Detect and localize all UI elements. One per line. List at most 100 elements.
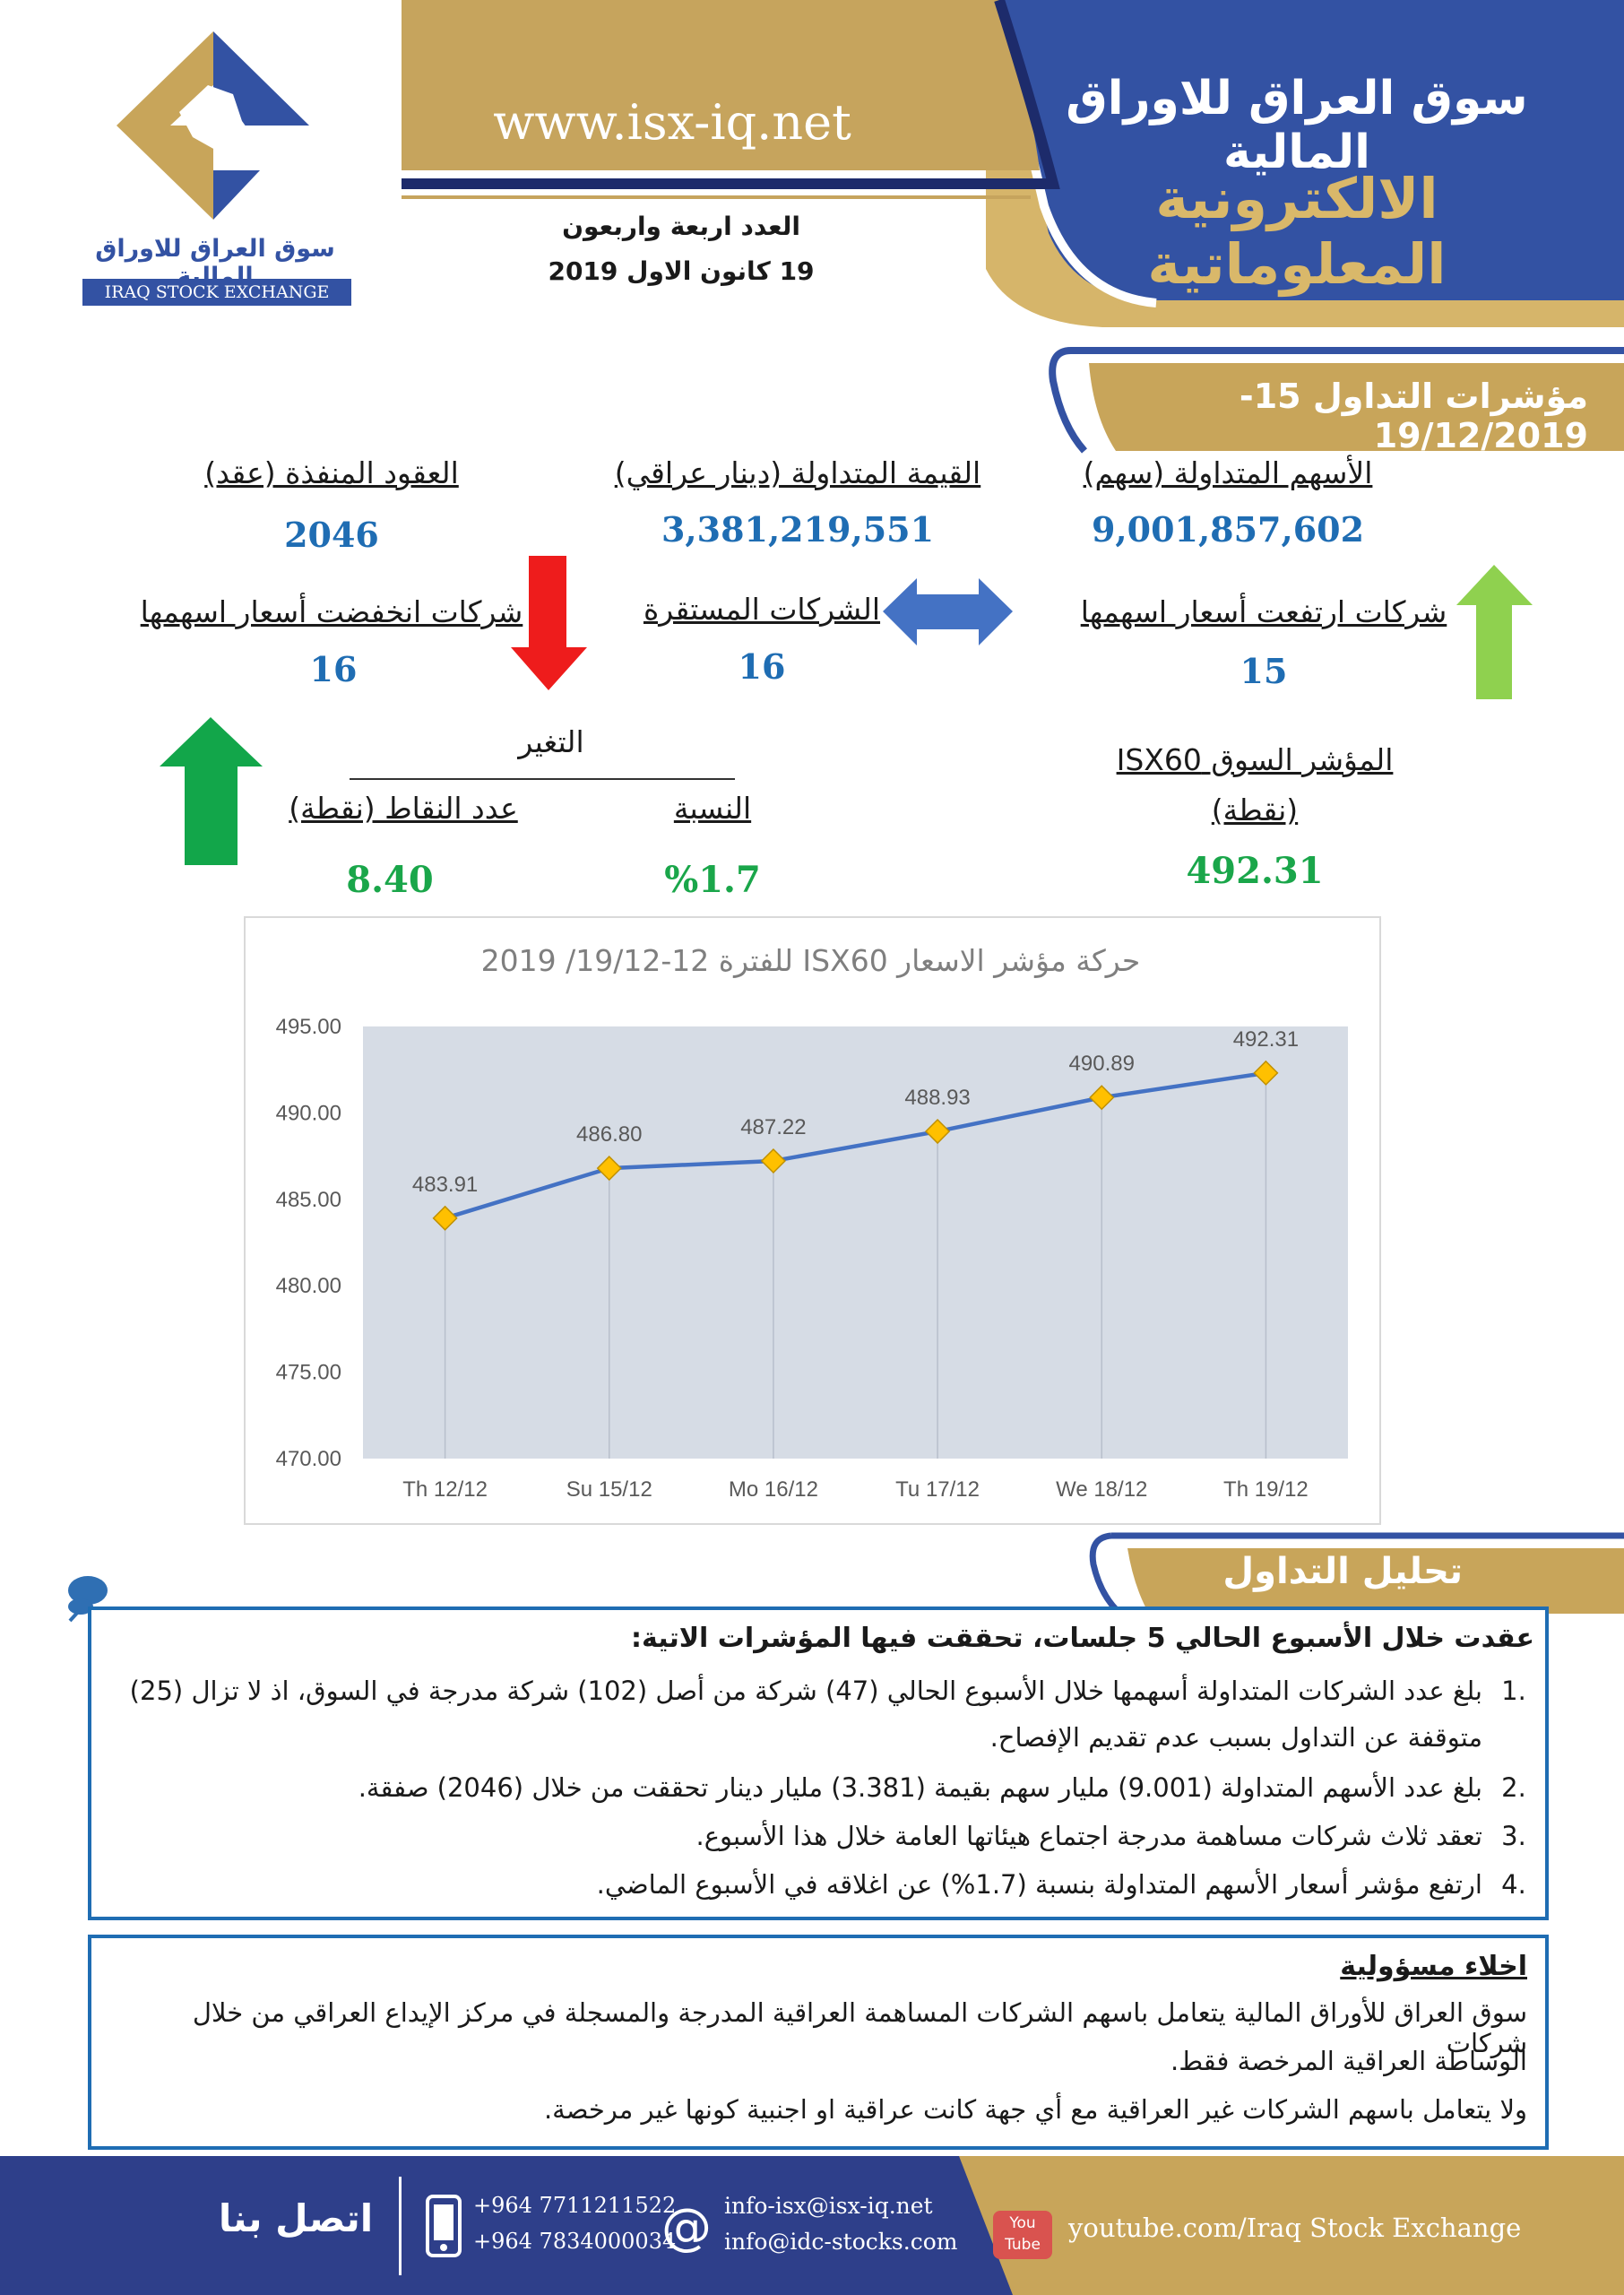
website-text[interactable]: www.isx-iq.net xyxy=(493,94,851,151)
y-tick-label: 480.00 xyxy=(276,1274,341,1298)
points-label: عدد النقاط (نقطة) xyxy=(289,791,518,826)
data-point-marker xyxy=(1253,1060,1279,1086)
up-arrow-dark-icon xyxy=(160,717,263,865)
chart-title: حركة مؤشر الاسعار ISX60 للفترة 12-19/12/… xyxy=(480,943,1141,978)
footer-band xyxy=(0,2156,1624,2295)
index-label: المؤشر السوق ISX60 xyxy=(1116,742,1394,777)
disclaimer-line2: الوساطة العراقية المرخصة فقط. xyxy=(1170,2046,1527,2076)
data-point-marker xyxy=(925,1118,951,1145)
points-value: 8.40 xyxy=(346,859,434,901)
list-text: تعقد ثلاث شركات مساهمة مدرجة اجتماع هيئا… xyxy=(695,1821,1482,1851)
data-point-marker xyxy=(1089,1085,1115,1111)
up-arrow-icon xyxy=(1456,565,1533,699)
analysis-box: عقدت خلال الأسبوع الحالي 5 جلسات، تحققت … xyxy=(88,1606,1549,1920)
analysis-item-4: .4 ارتفع مؤشر أسعار الأسهم المتداولة بنسب… xyxy=(100,1861,1545,1908)
x-tick-label: We 18/12 xyxy=(1056,1477,1147,1502)
phone-1[interactable]: +964 7711211522 xyxy=(473,2193,677,2218)
shares-value: 9,001,857,602 xyxy=(1091,509,1365,550)
x-tick-label: Th 12/12 xyxy=(402,1477,488,1502)
y-tick-label: 495.00 xyxy=(276,1015,341,1039)
contact-label: اتصل بنا xyxy=(218,2196,374,2240)
list-number: .1 xyxy=(1501,1676,1526,1706)
value-label: القيمة المتداولة (دينار عراقي) xyxy=(614,455,981,490)
analysis-item-1-cont: متوقفة عن التداول بسبب عدم تقديم الإفصاح… xyxy=(100,1714,1545,1761)
contracts-value: 2046 xyxy=(284,515,379,555)
data-label: 483.91 xyxy=(412,1173,478,1197)
isx-logo xyxy=(117,31,309,220)
data-label: 486.80 xyxy=(576,1122,642,1147)
percent-label: النسبة xyxy=(673,791,752,826)
isx60-line-chart: Th 12/12 Su 15/12 Mo 16/12 Tu 17/12 We 18/12… xyxy=(276,1015,1348,1502)
indicators-title-bar xyxy=(1049,347,1624,454)
header-title-line1: سوق العراق للاوراق المالية xyxy=(1066,72,1528,179)
y-tick-label: 490.00 xyxy=(276,1101,341,1125)
list-text: بلغ عدد الشركات المتداولة أسهمها خلال ال… xyxy=(129,1676,1482,1706)
change-label: التغير xyxy=(518,724,584,759)
data-point-marker xyxy=(596,1156,622,1182)
analysis-item-1: .1 بلغ عدد الشركات المتداولة أسهمها خلال … xyxy=(100,1667,1545,1714)
data-label: 490.89 xyxy=(1069,1052,1135,1076)
change-divider xyxy=(350,778,735,780)
disclaimer-line3: ولا يتعامل باسهم الشركات غير العراقية مع… xyxy=(543,2094,1527,2125)
issue-date: 19 كانون الاول 2019 xyxy=(548,256,815,286)
issue-number: العدد اربعة واربعون xyxy=(562,212,800,241)
rising-label: شركات ارتفعت أسعار اسهمها xyxy=(1080,594,1447,629)
pushpin-icon xyxy=(68,1576,108,1623)
data-point-marker xyxy=(760,1148,786,1174)
falling-label: شركات انخفضت أسعار اسهمها xyxy=(140,594,523,629)
logo-text-ar: سوق العراق للاوراق المالية xyxy=(95,235,335,290)
youtube-icon[interactable]: You Tube xyxy=(993,2211,1052,2259)
y-tick-label: 475.00 xyxy=(276,1361,341,1385)
disclaimer-box: اخلاء مسؤولية سوق العراق للأوراق المالية… xyxy=(88,1935,1549,2150)
list-number: .2 xyxy=(1501,1772,1526,1803)
stable-label: الشركات المستقرة xyxy=(643,592,881,627)
list-number: .4 xyxy=(1501,1869,1526,1900)
indicators-title: مؤشرات التداول 15-19/12/2019 xyxy=(1239,377,1588,455)
header-banner xyxy=(402,0,1624,327)
down-arrow-icon xyxy=(511,556,587,690)
analysis-intro: عقدت خلال الأسبوع الحالي 5 جلسات، تحققت … xyxy=(631,1623,1534,1654)
data-label: 492.31 xyxy=(1233,1027,1299,1052)
youtube-link[interactable]: youtube.com/Iraq Stock Exchange xyxy=(1068,2213,1522,2243)
disclaimer-title: اخلاء مسؤولية xyxy=(1340,1951,1527,1982)
logo-text-en: IRAQ STOCK EXCHANGE xyxy=(82,279,351,306)
stable-value: 16 xyxy=(738,646,786,687)
x-tick-label: Su 15/12 xyxy=(566,1477,652,1502)
x-tick-label: Mo 16/12 xyxy=(729,1477,818,1502)
falling-value: 16 xyxy=(309,649,358,689)
analysis-item-2: .2 بلغ عدد الأسهم المتداولة (9.001) مليار… xyxy=(100,1764,1545,1811)
left-right-arrow-icon xyxy=(883,578,1013,645)
phone-icon[interactable] xyxy=(426,2195,462,2257)
analysis-item-3: .3 تعقد ثلاث شركات مساهمة مدرجة اجتماع هي… xyxy=(100,1813,1545,1859)
disclaimer-line1: سوق العراق للأوراق المالية يتعامل باسهم … xyxy=(192,1997,1527,2058)
email-1[interactable]: info-isx@isx-iq.net xyxy=(724,2193,933,2219)
data-label: 488.93 xyxy=(904,1086,970,1110)
index-value: 492.31 xyxy=(1186,850,1324,892)
list-text: بلغ عدد الأسهم المتداولة (9.001) مليار س… xyxy=(358,1772,1482,1803)
series-line xyxy=(444,1070,1266,1220)
y-tick-label: 485.00 xyxy=(276,1188,341,1212)
plot-area xyxy=(363,1026,1348,1459)
contracts-label: العقود المنفذة (عقد) xyxy=(204,455,459,490)
footer-divider xyxy=(399,2177,402,2275)
analysis-title: تحليل التداول xyxy=(1222,1551,1463,1592)
email-2[interactable]: info@idc-stocks.com xyxy=(724,2229,958,2255)
index-unit-label: (نقطة) xyxy=(1211,792,1299,827)
analysis-title-bar xyxy=(1089,1532,1624,1616)
value-value: 3,381,219,551 xyxy=(661,509,935,550)
x-tick-label: Th 19/12 xyxy=(1223,1477,1309,1502)
data-point-marker xyxy=(432,1205,458,1231)
x-tick-label: Tu 17/12 xyxy=(895,1477,980,1502)
shares-label: الأسهم المتداولة (سهم) xyxy=(1083,455,1373,490)
list-number: .3 xyxy=(1501,1821,1526,1851)
rising-value: 15 xyxy=(1240,651,1288,691)
percent-value: %1.7 xyxy=(664,859,761,901)
iraq-map-icon xyxy=(179,85,260,157)
header-title-line2: الالكترونية المعلوماتية xyxy=(1147,166,1447,297)
at-icon: @ xyxy=(661,2198,712,2256)
phone-2[interactable]: +964 7834000034 xyxy=(473,2229,677,2254)
list-text: ارتفع مؤشر أسعار الأسهم المتداولة بنسبة … xyxy=(596,1869,1482,1900)
y-tick-label: 470.00 xyxy=(276,1447,341,1471)
list-text: متوقفة عن التداول بسبب عدم تقديم الإفصاح… xyxy=(989,1722,1482,1753)
data-label: 487.22 xyxy=(740,1115,806,1139)
